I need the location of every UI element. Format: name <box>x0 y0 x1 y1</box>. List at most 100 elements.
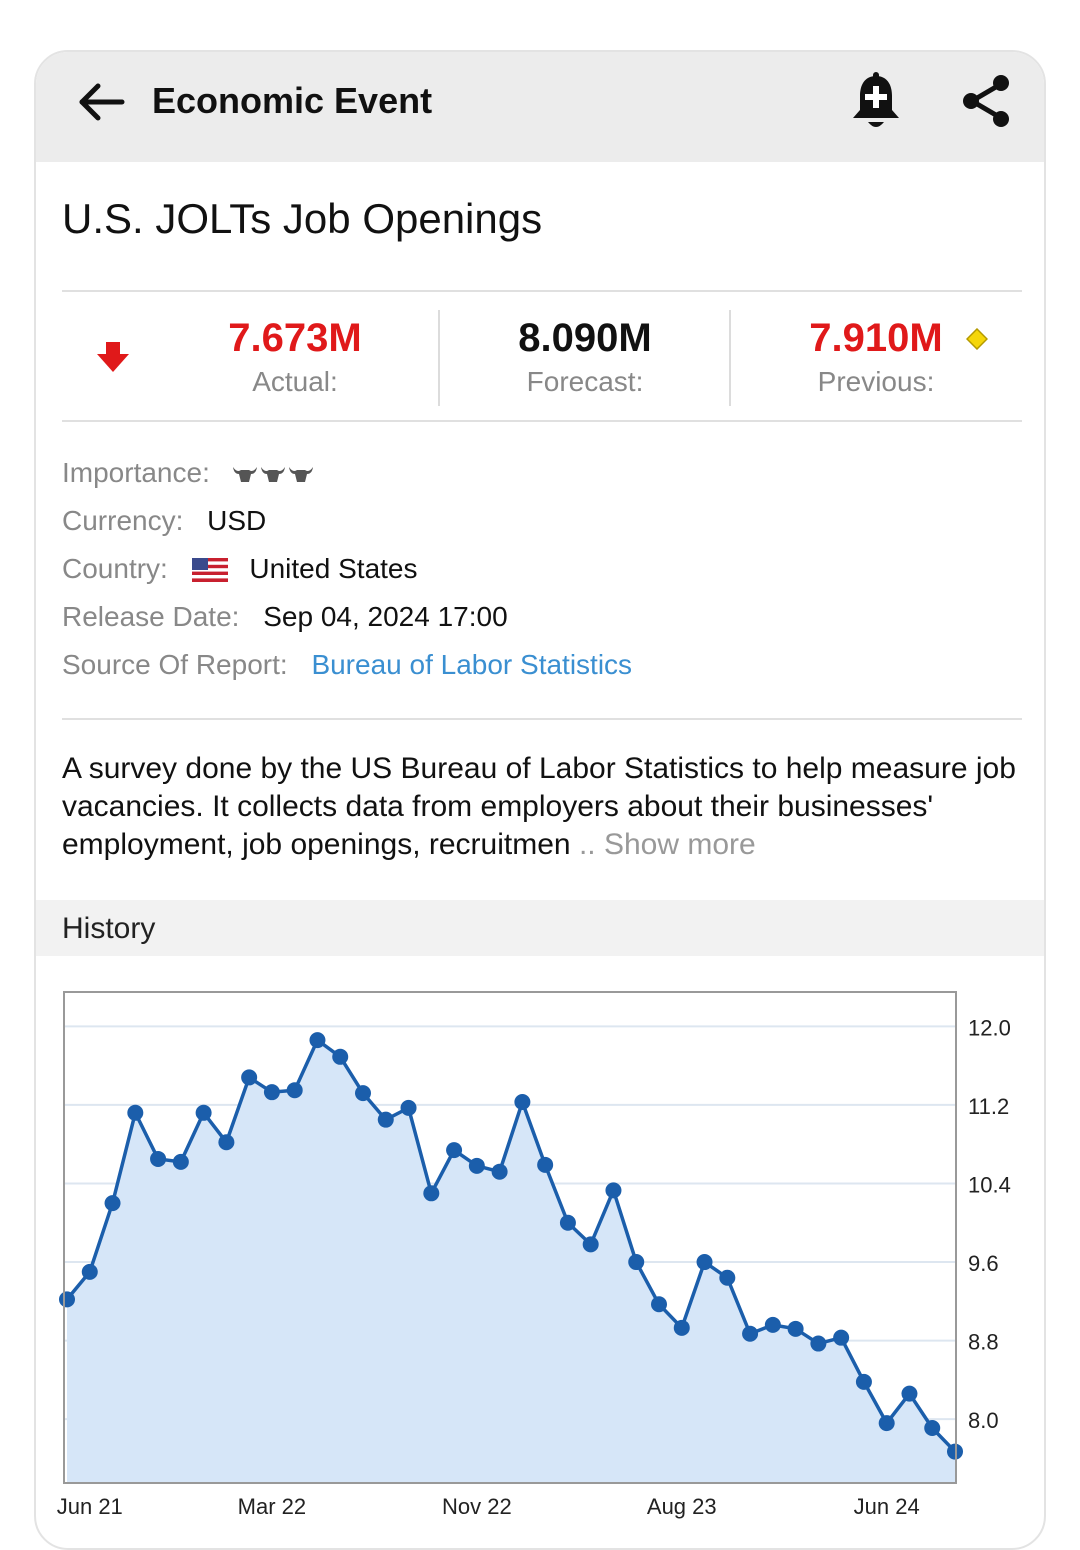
country-row: Country: United States <box>62 553 418 585</box>
data-point <box>673 1319 690 1336</box>
country-value: United States <box>249 553 418 584</box>
metric-previous: 7.910M Previous: <box>751 314 1001 398</box>
data-point <box>855 1373 872 1390</box>
y-tick-label: 10.4 <box>968 1172 1011 1197</box>
data-point <box>446 1142 463 1159</box>
history-line <box>65 1038 957 1453</box>
bull-icon <box>260 466 285 482</box>
diamond-icon <box>966 328 988 350</box>
importance-row: Importance: <box>62 457 316 489</box>
data-point <box>104 1195 121 1212</box>
actual-label: Actual: <box>252 366 338 397</box>
arrow-left-icon[interactable] <box>76 82 126 122</box>
data-point <box>719 1269 736 1286</box>
currency-row: Currency: USD <box>62 505 266 537</box>
forecast-label: Forecast: <box>526 366 644 397</box>
y-tick-label: 8.0 <box>968 1408 999 1433</box>
metric-separator <box>729 310 731 406</box>
forecast-value: 8.090M <box>518 316 652 360</box>
previous-label: Previous: <box>817 366 935 397</box>
country-label: Country: <box>62 553 168 584</box>
previous-value: 7.910M <box>809 316 943 360</box>
history-area <box>67 1040 955 1483</box>
divider <box>62 420 1022 422</box>
data-point <box>787 1320 804 1337</box>
x-tick-label: Jun 24 <box>854 1494 920 1519</box>
release-date-row: Release Date: Sep 04, 2024 17:00 <box>62 601 508 633</box>
currency-label: Currency: <box>62 505 184 536</box>
data-point <box>286 1082 303 1099</box>
data-point <box>605 1182 622 1199</box>
data-point <box>924 1420 941 1437</box>
x-tick-label: Jun 21 <box>57 1494 123 1519</box>
data-point <box>263 1084 280 1101</box>
source-row: Source Of Report: Bureau of Labor Statis… <box>62 649 632 681</box>
metric-separator <box>438 310 440 406</box>
data-point <box>423 1185 440 1202</box>
metric-actual: 7.673M Actual: <box>170 314 420 398</box>
data-point <box>559 1214 576 1231</box>
history-title: History <box>62 912 156 945</box>
data-point <box>81 1263 98 1280</box>
data-point <box>878 1415 895 1432</box>
bull-icon <box>288 466 313 482</box>
y-tick-label: 12.0 <box>968 1015 1011 1040</box>
event-card: Economic Event U.S. JOLTs Job Openings 7… <box>34 50 1046 1550</box>
top-app-bar: Economic Event <box>36 52 1044 162</box>
data-point <box>582 1236 599 1253</box>
data-point <box>377 1111 394 1128</box>
x-tick-label: Aug 23 <box>647 1494 717 1519</box>
data-point <box>172 1153 189 1170</box>
divider <box>62 718 1022 720</box>
data-point <box>59 1291 75 1308</box>
source-label: Source Of Report: <box>62 649 288 680</box>
show-more-link[interactable]: Show more <box>603 828 756 861</box>
data-point <box>241 1069 258 1086</box>
event-title: U.S. JOLTs Job Openings <box>62 195 543 242</box>
x-tick-label: Nov 22 <box>442 1494 512 1519</box>
actual-value: 7.673M <box>228 316 362 360</box>
data-point <box>468 1157 485 1174</box>
metric-forecast: 8.090M Forecast: <box>460 314 710 398</box>
event-description: A survey done by the US Bureau of Labor … <box>62 750 1022 864</box>
page-header-title: Economic Event <box>152 80 433 121</box>
bell-plus-icon[interactable] <box>848 70 904 132</box>
importance-label: Importance: <box>62 457 210 488</box>
release-date-value: Sep 04, 2024 17:00 <box>263 601 508 632</box>
data-point <box>537 1156 554 1173</box>
source-link[interactable]: Bureau of Labor Statistics <box>311 649 633 680</box>
data-point <box>400 1099 417 1116</box>
data-point <box>150 1150 167 1167</box>
data-point <box>355 1085 371 1102</box>
down-arrow-icon <box>97 342 129 372</box>
importance-bulls <box>232 457 316 488</box>
y-tick-label: 8.8 <box>968 1330 999 1355</box>
data-point <box>810 1335 827 1352</box>
share-icon[interactable] <box>958 72 1014 130</box>
us-flag-icon <box>191 558 228 582</box>
currency-value: USD <box>207 505 267 536</box>
bull-icon <box>232 466 257 482</box>
plot-border <box>63 991 957 1484</box>
data-point <box>195 1104 212 1121</box>
release-date-label: Release Date: <box>62 601 240 632</box>
description-text: A survey done by the US Bureau of Labor … <box>62 752 1016 861</box>
data-point <box>127 1104 144 1121</box>
x-tick-label: Mar 22 <box>238 1494 306 1519</box>
data-point <box>833 1329 850 1346</box>
y-tick-label: 11.2 <box>968 1094 1009 1119</box>
history-section-header: History <box>36 900 1044 956</box>
y-tick-label: 9.6 <box>968 1251 999 1276</box>
data-point <box>332 1048 349 1065</box>
history-chart[interactable]: 8.0 8.8 9.6 10.4 11.2 12.0 Jun 21 Mar 22 Nov 22 A… <box>36 972 1046 1550</box>
data-point <box>218 1134 235 1151</box>
data-point <box>628 1254 645 1271</box>
data-point <box>696 1254 713 1271</box>
data-point <box>491 1163 508 1180</box>
data-point <box>901 1385 918 1402</box>
data-point <box>764 1316 781 1333</box>
data-point <box>651 1296 667 1313</box>
data-point <box>742 1325 759 1342</box>
data-point <box>309 1032 326 1049</box>
description-ellipsis: .. <box>578 828 596 861</box>
